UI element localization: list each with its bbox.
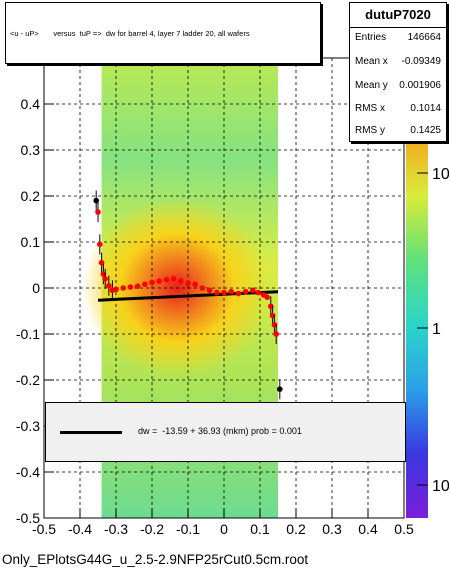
fit-legend-text: dw = -13.59 + 36.93 (mkm) prob = 0.001 xyxy=(138,426,302,436)
y-tick-label: -0.1 xyxy=(16,326,40,342)
profile-point xyxy=(98,259,105,266)
profile-point xyxy=(206,287,213,294)
stat-rms-x: RMS x 0.1014 xyxy=(355,103,441,114)
y-tick-label: 0.2 xyxy=(21,188,41,204)
profile-point xyxy=(120,285,126,291)
y-tick-label: 0 xyxy=(32,280,40,296)
profile-point xyxy=(242,288,249,295)
profile-point xyxy=(93,197,99,204)
fit-legend: dw = -13.59 + 36.93 (mkm) prob = 0.001 xyxy=(45,402,406,462)
y-tick-label: -0.3 xyxy=(16,418,40,434)
y-tick-label: 0.3 xyxy=(21,142,41,158)
x-tick-label: -0.5 xyxy=(32,521,56,537)
profile-point xyxy=(255,289,261,296)
x-tick-label: -0.1 xyxy=(176,521,200,537)
profile-point xyxy=(95,209,101,215)
x-tick-label: 0.1 xyxy=(250,521,270,537)
profile-point xyxy=(127,284,134,290)
profile-point xyxy=(97,241,103,248)
x-tick-label: 0.5 xyxy=(394,521,414,537)
profile-point xyxy=(214,289,220,296)
x-tick-label: -0.3 xyxy=(104,521,128,537)
y-tick-label: -0.2 xyxy=(16,372,40,388)
stat-mean-x: Mean x -0.09349 xyxy=(355,56,441,67)
profile-point xyxy=(170,276,177,282)
x-tick-label: 0.3 xyxy=(322,521,342,537)
profile-point xyxy=(149,279,155,286)
profile-point xyxy=(113,286,119,293)
profile-point xyxy=(235,290,242,297)
profile-point xyxy=(102,276,108,282)
stat-entries: Entries 146664 xyxy=(355,32,441,43)
profile-point xyxy=(106,282,112,289)
stats-histogram-name: dutuP7020 xyxy=(350,3,446,28)
y-tick-label: -0.5 xyxy=(16,510,40,526)
profile-point xyxy=(192,281,198,288)
x-tick-label: -0.2 xyxy=(140,521,164,537)
profile-point xyxy=(134,283,141,289)
y-tick-label: 0.1 xyxy=(21,234,41,250)
z-tick-label: 10 xyxy=(432,478,450,495)
z-axis: 10 1 10 xyxy=(417,166,450,495)
profile-point xyxy=(277,386,283,393)
stats-box: dutuP7020 Entries 146664 Mean x -0.09349 M… xyxy=(349,2,447,142)
x-tick-label: 0.4 xyxy=(358,521,378,537)
stat-rms-y: RMS y 0.1425 xyxy=(355,125,441,136)
z-tick-label: 10 xyxy=(432,166,450,183)
profile-point xyxy=(228,288,234,295)
fit-legend-line xyxy=(60,431,122,434)
file-name-footer: Only_EPlotsG44G_u_2.5-2.9NFP25rCut0.5cm.… xyxy=(2,552,309,567)
profile-point xyxy=(185,280,191,287)
profile-point xyxy=(273,331,280,337)
profile-point xyxy=(142,281,148,288)
profile-point xyxy=(264,294,271,301)
y-tick-label: 0.4 xyxy=(21,96,41,112)
profile-point xyxy=(178,278,184,284)
y-tick-label: -0.4 xyxy=(16,464,40,480)
profile-point xyxy=(199,285,206,291)
profile-point xyxy=(250,287,256,294)
profile-point xyxy=(221,289,227,296)
plot-title: <u - uP> versus tuP => dw for barrel 4, … xyxy=(10,29,250,38)
title-box: <u - uP> versus tuP => dw for barrel 4, … xyxy=(5,2,321,64)
profile-points xyxy=(93,190,283,400)
x-tick-label: 0.2 xyxy=(286,521,306,537)
stat-mean-y: Mean y 0.001906 xyxy=(355,80,441,91)
z-tick-label: 1 xyxy=(432,321,441,338)
profile-point xyxy=(163,276,170,283)
profile-point xyxy=(156,278,162,284)
x-tick-label: 0 xyxy=(220,521,228,537)
x-tick-label: -0.4 xyxy=(68,521,92,537)
